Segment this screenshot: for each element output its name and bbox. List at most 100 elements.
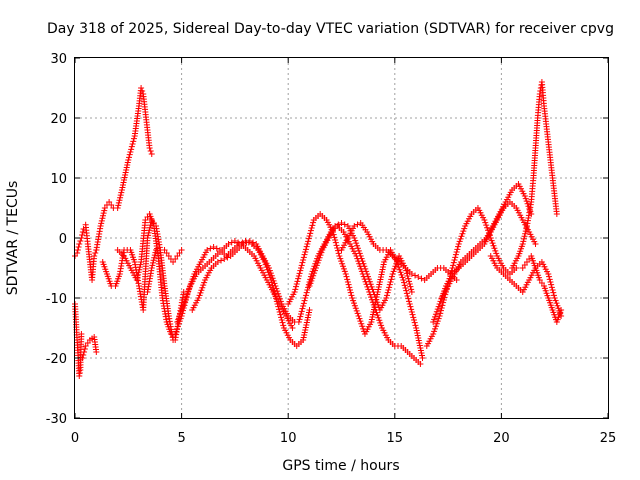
data-point bbox=[177, 308, 184, 315]
data-point bbox=[179, 303, 186, 310]
data-point bbox=[243, 239, 250, 246]
data-point bbox=[358, 255, 365, 262]
data-point bbox=[314, 259, 321, 266]
data-point bbox=[301, 251, 308, 258]
data-point bbox=[483, 222, 490, 229]
data-point bbox=[296, 270, 303, 277]
data-point bbox=[350, 300, 357, 307]
data-point bbox=[118, 189, 125, 196]
data-point bbox=[271, 280, 278, 287]
data-point bbox=[299, 305, 306, 312]
data-point bbox=[297, 265, 304, 271]
data-point bbox=[78, 331, 85, 337]
data-point bbox=[315, 257, 322, 264]
data-point bbox=[408, 271, 415, 277]
data-point bbox=[407, 283, 414, 290]
data-point bbox=[199, 284, 206, 291]
data-point bbox=[130, 138, 137, 145]
data-point bbox=[550, 289, 557, 296]
data-point bbox=[213, 245, 220, 252]
data-point bbox=[97, 223, 104, 229]
data-point bbox=[296, 316, 303, 323]
data-point bbox=[430, 331, 437, 337]
data-point bbox=[453, 277, 460, 283]
data-point bbox=[360, 260, 367, 267]
data-point bbox=[352, 237, 359, 244]
data-point bbox=[457, 235, 464, 242]
data-point bbox=[115, 199, 122, 206]
data-point bbox=[307, 280, 314, 287]
data-point bbox=[303, 243, 310, 250]
data-point bbox=[412, 272, 419, 279]
data-point bbox=[551, 295, 558, 301]
data-point bbox=[278, 314, 285, 321]
data-point bbox=[522, 230, 529, 237]
data-point bbox=[235, 239, 242, 246]
data-point bbox=[274, 288, 281, 295]
data-point bbox=[197, 289, 204, 296]
data-point bbox=[93, 349, 100, 355]
data-point bbox=[176, 313, 183, 320]
series-track-f bbox=[114, 211, 187, 343]
data-point bbox=[92, 250, 99, 256]
data-point bbox=[371, 291, 378, 298]
data-point bbox=[460, 228, 467, 235]
data-point bbox=[523, 225, 530, 232]
data-point bbox=[406, 278, 413, 285]
data-point bbox=[492, 247, 499, 254]
data-point bbox=[306, 233, 313, 239]
data-point bbox=[151, 254, 158, 261]
y-tick-label: -20 bbox=[46, 352, 67, 367]
data-point bbox=[408, 289, 415, 295]
plot-frame bbox=[74, 57, 609, 419]
data-point bbox=[451, 257, 458, 263]
data-point bbox=[125, 157, 132, 163]
data-point bbox=[432, 313, 439, 320]
axis-ticks: 0 5 10 15 20 25 -30 -20 -10 0 10 20 30 bbox=[46, 52, 617, 446]
data-point bbox=[126, 151, 133, 158]
data-point bbox=[391, 265, 398, 272]
data-point bbox=[148, 151, 155, 157]
data-point bbox=[524, 200, 531, 207]
data-point bbox=[311, 270, 318, 277]
data-point bbox=[461, 225, 468, 232]
data-point bbox=[79, 232, 86, 238]
data-point bbox=[246, 238, 253, 244]
data-point bbox=[116, 197, 123, 204]
data-point bbox=[399, 274, 406, 281]
data-point bbox=[436, 313, 443, 319]
data-point bbox=[100, 210, 107, 217]
data-point bbox=[277, 311, 284, 318]
data-point bbox=[415, 274, 422, 280]
series-track-j bbox=[189, 238, 298, 325]
data-point bbox=[388, 273, 395, 280]
data-point bbox=[440, 299, 447, 306]
data-point bbox=[204, 247, 211, 253]
data-point bbox=[434, 318, 441, 325]
data-point bbox=[348, 292, 355, 299]
data-point bbox=[231, 238, 238, 244]
data-point bbox=[404, 273, 411, 279]
data-point bbox=[218, 257, 225, 264]
data-point bbox=[376, 317, 383, 324]
data-point bbox=[174, 319, 181, 325]
series-track-m bbox=[306, 220, 415, 313]
data-point bbox=[351, 223, 358, 229]
data-point bbox=[276, 309, 283, 315]
data-point bbox=[490, 242, 497, 249]
data-point bbox=[136, 264, 143, 271]
data-point bbox=[134, 274, 141, 281]
data-point bbox=[454, 246, 461, 253]
data-point bbox=[450, 259, 457, 266]
data-point bbox=[411, 319, 418, 326]
data-point bbox=[305, 284, 312, 291]
data-point bbox=[369, 286, 376, 293]
data-point bbox=[452, 251, 459, 258]
y-tick-label: -30 bbox=[46, 412, 67, 427]
data-point bbox=[151, 252, 158, 259]
data-point bbox=[298, 262, 305, 269]
data-point bbox=[201, 279, 208, 286]
data-point bbox=[172, 331, 179, 337]
data-point bbox=[268, 272, 275, 279]
